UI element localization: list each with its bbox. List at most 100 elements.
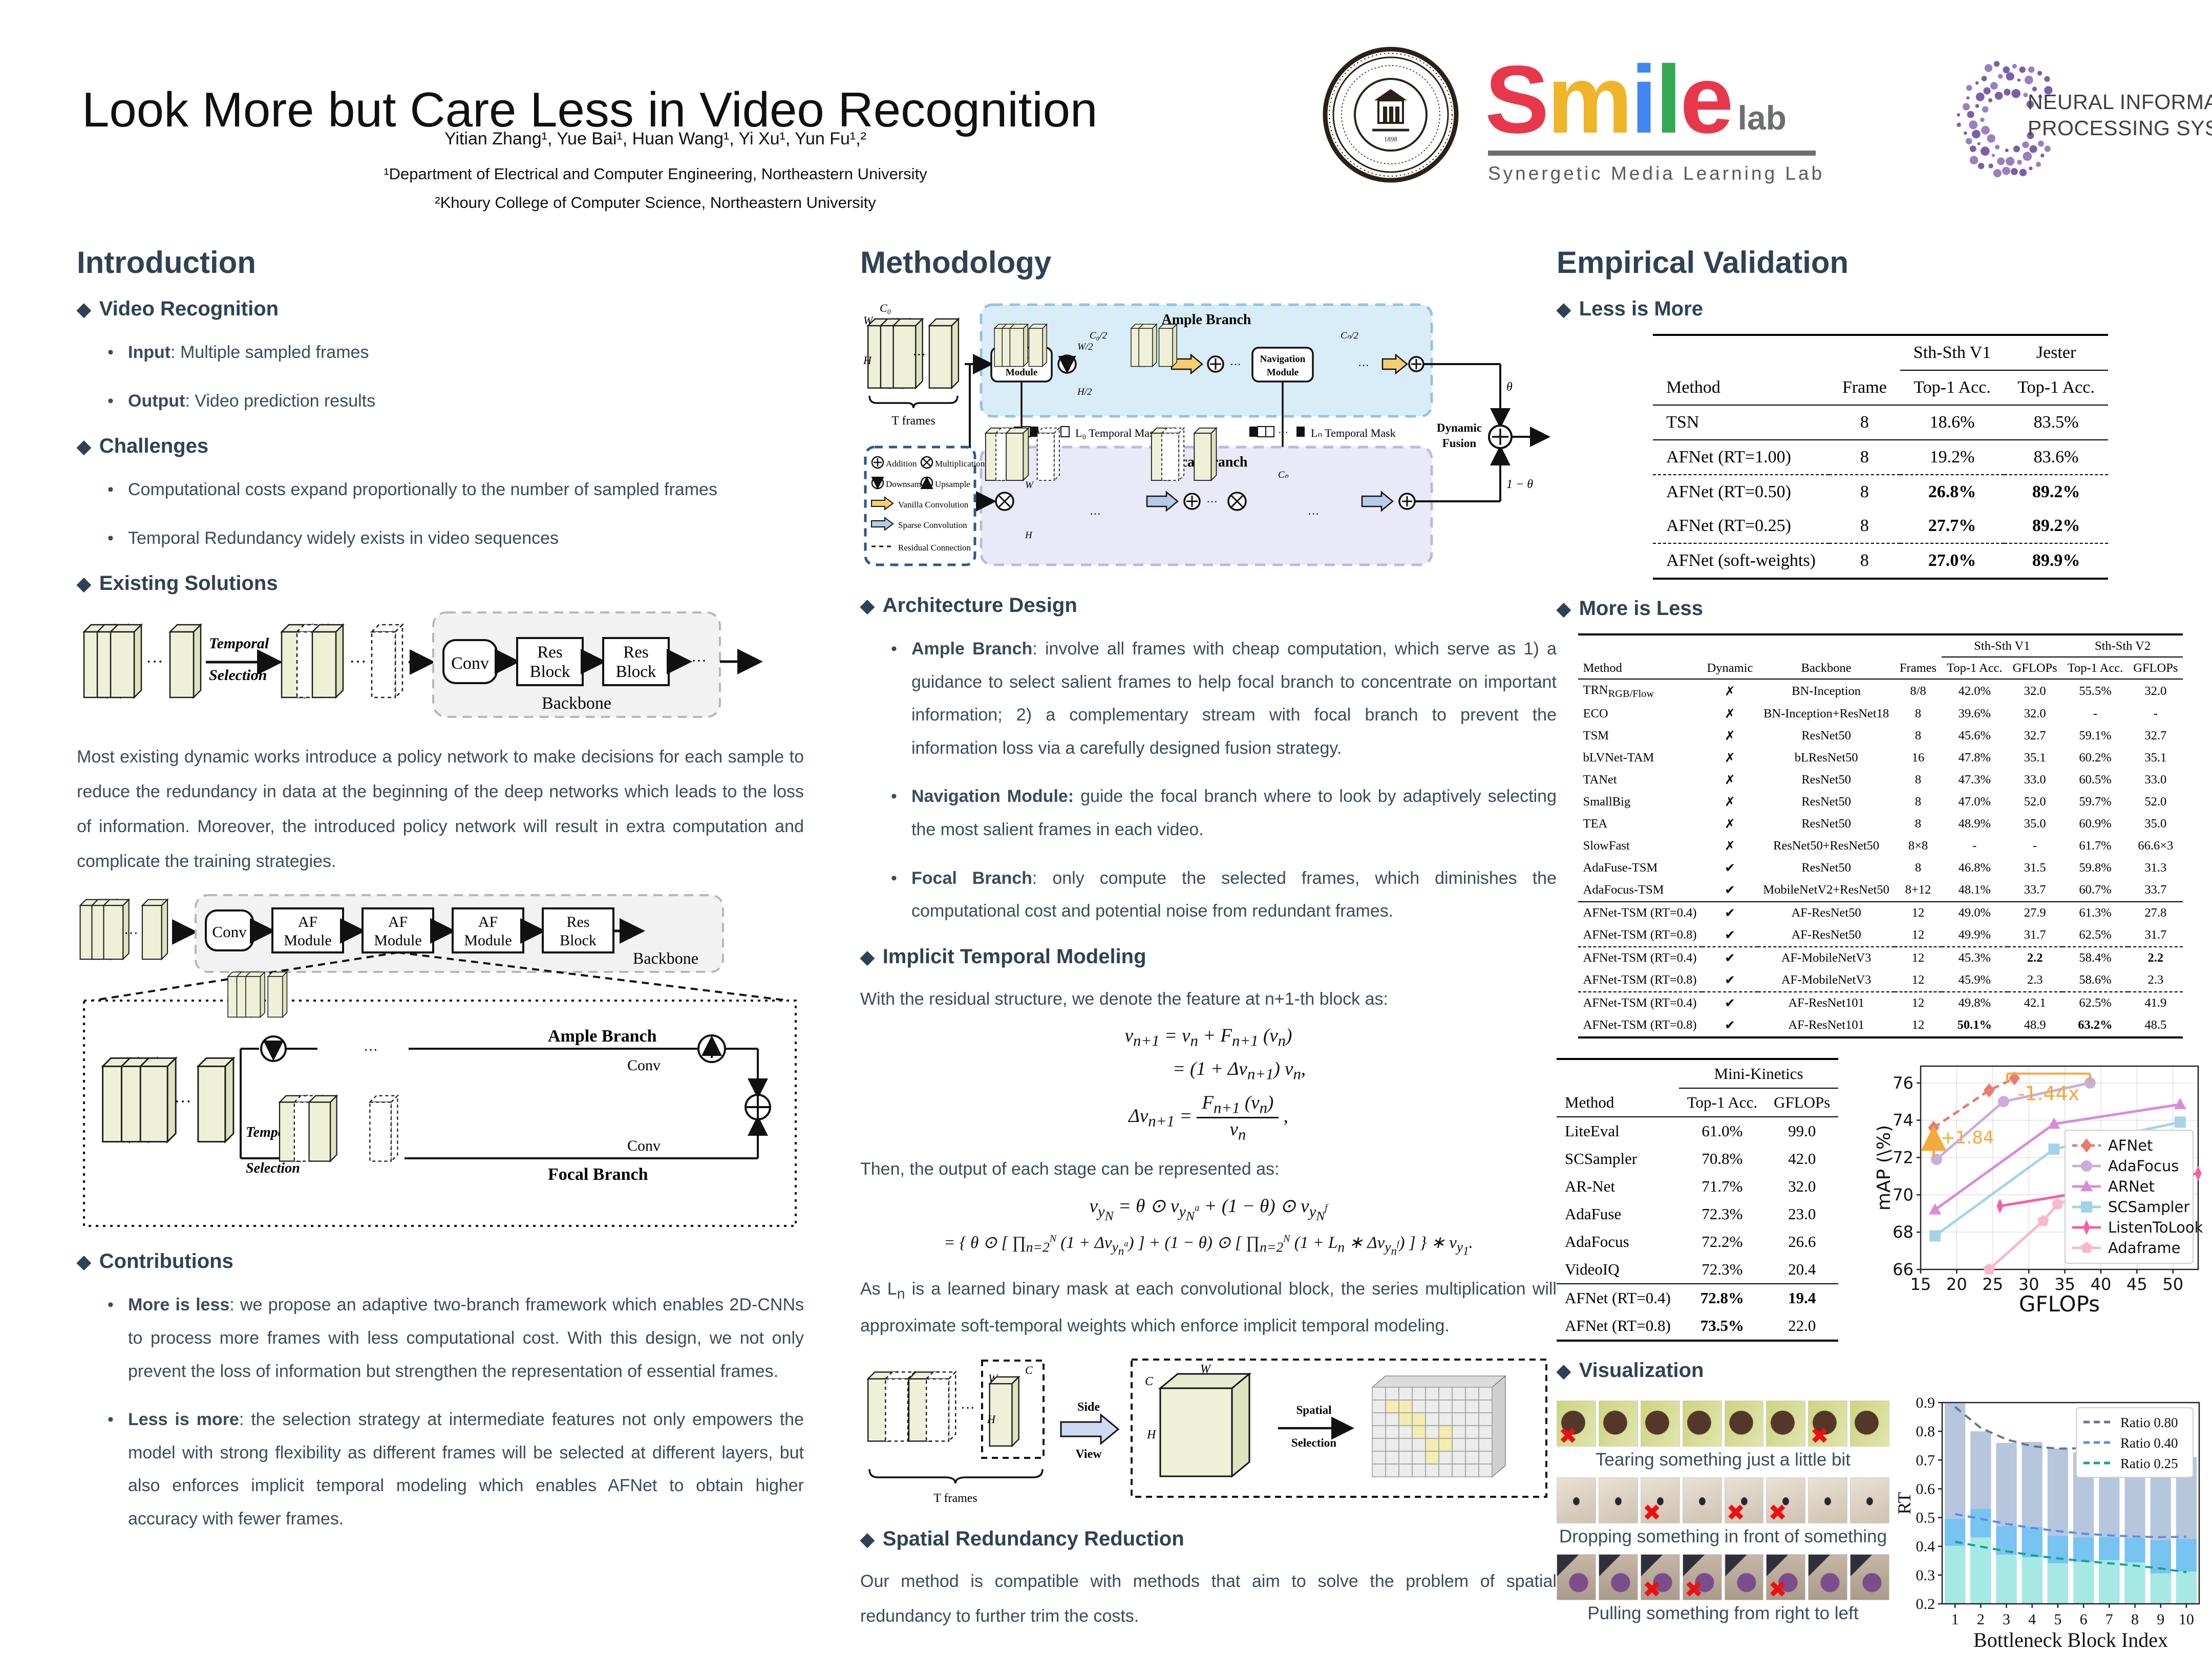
skipped-frame-x-icon: ✖ bbox=[1684, 1576, 1704, 1603]
subhead-spatial-redundancy: ◆ Spatial Redundancy Reduction bbox=[860, 1528, 1184, 1551]
map-gflops-chart: 15 20 25 30 35 40 45 50 66 68 70 72 74 76 GFLOPs mAP (\… bbox=[1877, 1065, 2203, 1317]
svg-text:Dynamic: Dynamic bbox=[1437, 421, 1482, 434]
svg-text:70: 70 bbox=[1892, 1185, 1913, 1204]
svg-text:0.3: 0.3 bbox=[1916, 1567, 1936, 1584]
svg-text:Cₙ/2: Cₙ/2 bbox=[1341, 330, 1359, 341]
dot-bullet-icon: • bbox=[891, 787, 897, 807]
svg-text:···: ··· bbox=[364, 1043, 378, 1058]
svg-text:AdaFocus: AdaFocus bbox=[2108, 1157, 2179, 1175]
equation-1a: vn+1 = vn + Fn+1 (vn) bbox=[1124, 1025, 1292, 1050]
frame-selection-examples: ✖ ✖ Tearing something just a little bit ✖ ✖ ✖… bbox=[1557, 1395, 1889, 1631]
table-row: TEA ✗ ResNet50 8 48.9% 35.0 60.9% 35.0 bbox=[1583, 817, 2167, 832]
svg-text:Ratio 0.80: Ratio 0.80 bbox=[2120, 1415, 2178, 1430]
svg-text:C₀: C₀ bbox=[880, 302, 891, 314]
video-frame bbox=[1808, 1554, 1848, 1600]
table-row: VideoIQ 72.3% 20.4 bbox=[1565, 1260, 1816, 1278]
svg-text:3: 3 bbox=[2003, 1611, 2010, 1628]
svg-text:Conv: Conv bbox=[451, 654, 489, 673]
video-frame bbox=[1557, 1477, 1596, 1523]
skipped-frame-x-icon: ✖ bbox=[1768, 1576, 1788, 1603]
svg-text:Module: Module bbox=[284, 932, 331, 949]
svg-text:66: 66 bbox=[1892, 1260, 1913, 1279]
svg-text:Selection: Selection bbox=[246, 1160, 300, 1176]
table-row: AdaFocus-TSM ✔ MobileNetV2+ResNet50 8+12 48.… bbox=[1583, 883, 2167, 898]
subhead-visualization: ◆ Visualization bbox=[1557, 1359, 1704, 1382]
empirical-validation-column: Empirical Validation ◆ Less is More Metho… bbox=[1557, 245, 2204, 1654]
svg-text:6: 6 bbox=[2080, 1611, 2088, 1628]
svg-text:···: ··· bbox=[124, 926, 138, 942]
video-frame-strip: ✖ ✖ bbox=[1557, 1400, 1889, 1449]
svg-text:5: 5 bbox=[2054, 1611, 2061, 1628]
smile-letter: S bbox=[1485, 46, 1549, 153]
table-row: AFNet-TSM (RT=0.8) ✔ AF-MobileNetV3 12 45.9%… bbox=[1583, 973, 2164, 988]
equation-3b: = { θ ⊙ [ ∏n=2N (1 + Δvyna) ] + (1 − θ) … bbox=[944, 1233, 1473, 1258]
smile-lab-suffix: lab bbox=[1737, 98, 1786, 137]
video-frame: ✖ bbox=[1724, 1477, 1764, 1526]
svg-text:Res: Res bbox=[567, 914, 590, 930]
svg-text:mAP (\%): mAP (\%) bbox=[1877, 1125, 1895, 1211]
skipped-frame-x-icon: ✖ bbox=[1559, 1423, 1578, 1449]
smile-divider bbox=[1488, 151, 1816, 156]
svg-text:W/2: W/2 bbox=[1077, 342, 1093, 352]
subhead-challenges: ◆ Challenges bbox=[77, 435, 209, 458]
svg-text:15: 15 bbox=[1910, 1275, 1931, 1294]
mini-kinetics-table: Method Mini-Kinetics Top-1 Acc. GFLOPs LiteE… bbox=[1557, 1058, 1839, 1342]
list-item: • Temporal Redundancy widely exists in vi… bbox=[108, 522, 804, 555]
svg-text:Module: Module bbox=[464, 932, 512, 949]
table-row: AdaFuse-TSM ✔ ResNet50 8 46.8% 31.5 59.8% 31.3 bbox=[1583, 861, 2167, 876]
svg-text:Conv: Conv bbox=[627, 1137, 661, 1154]
svg-text:H: H bbox=[987, 1413, 996, 1426]
video-frame bbox=[1850, 1400, 1889, 1447]
svg-text:72: 72 bbox=[1892, 1148, 1913, 1167]
frame-strip-caption: Dropping something in front of something bbox=[1559, 1526, 1887, 1546]
list-item: • Output: Video prediction results bbox=[108, 385, 804, 418]
video-frame bbox=[1766, 1400, 1806, 1447]
svg-text:Side: Side bbox=[1077, 1401, 1100, 1414]
section-heading-introduction: Introduction bbox=[77, 245, 256, 280]
table-row: AR-Net 71.7% 32.0 bbox=[1565, 1177, 1816, 1195]
diamond-bullet-icon: ◆ bbox=[860, 946, 875, 967]
svg-text:W: W bbox=[1025, 480, 1034, 491]
authors-line: Yitian Zhang¹, Yue Bai¹, Huan Wang¹, Yi … bbox=[444, 129, 866, 149]
methodology-column: Methodology C₀ W ··· H T frames Ample Br… bbox=[860, 245, 1557, 1647]
video-frame bbox=[1850, 1554, 1889, 1600]
table-row: AFNet-TSM (RT=0.8) ✔ AF-ResNet101 12 50.1% 48… bbox=[1583, 1018, 2167, 1033]
svg-text:Backbone: Backbone bbox=[542, 694, 611, 713]
svg-text:76: 76 bbox=[1892, 1073, 1913, 1093]
svg-text:H: H bbox=[1025, 530, 1033, 541]
svg-text:Lₙ Temporal Mask: Lₙ Temporal Mask bbox=[1311, 427, 1396, 439]
video-frame: ✖ bbox=[1640, 1477, 1680, 1526]
svg-text:Selection: Selection bbox=[209, 667, 267, 684]
smile-letter: i bbox=[1630, 46, 1657, 153]
spatial-selection-diagram: ··· C W H T frames Side View C W H Spati… bbox=[867, 1359, 1547, 1505]
table-row: AFNet-TSM (RT=0.8) ✔ AF-ResNet50 12 49.9% 31.… bbox=[1583, 928, 2167, 943]
subhead-implicit-temporal-modeling: ◆ Implicit Temporal Modeling bbox=[860, 945, 1146, 968]
video-frame bbox=[1557, 1554, 1596, 1600]
svg-text:0.7: 0.7 bbox=[1916, 1452, 1936, 1469]
table-row: AFNet (RT=0.50) 8 26.8% 89.2% bbox=[1653, 475, 2108, 509]
svg-text:Fusion: Fusion bbox=[1442, 437, 1477, 450]
dot-bullet-icon: • bbox=[108, 1410, 114, 1430]
svg-text:Backbone: Backbone bbox=[633, 949, 698, 967]
table-row: AFNet-TSM (RT=0.4) ✔ AF-ResNet101 12 49.8% 42… bbox=[1578, 991, 2183, 1014]
video-frame: ✖ bbox=[1766, 1554, 1806, 1603]
section-heading-methodology: Methodology bbox=[860, 245, 1052, 280]
dot-bullet-icon: • bbox=[108, 528, 114, 548]
subhead-less-is-more: ◆ Less is More bbox=[1557, 298, 1704, 320]
svg-text:Res: Res bbox=[537, 643, 563, 662]
svg-text:C: C bbox=[1145, 1375, 1154, 1388]
svg-text:ListenToLook: ListenToLook bbox=[2108, 1219, 2203, 1236]
video-frame: ✖ bbox=[1557, 1400, 1596, 1449]
svg-text:Module: Module bbox=[1006, 367, 1037, 378]
svg-text:C: C bbox=[1025, 1364, 1033, 1376]
skipped-frame-x-icon: ✖ bbox=[1726, 1499, 1746, 1526]
svg-text:Addition: Addition bbox=[886, 459, 917, 469]
svg-text:Cₙ: Cₙ bbox=[1278, 470, 1289, 480]
diamond-bullet-icon: ◆ bbox=[860, 1529, 875, 1550]
smile-lab-logo: Smile lab Synergetic Media Learning Lab bbox=[1485, 51, 1854, 184]
table-row: bLVNet-TAM ✗ bLResNet50 16 47.8% 35.1 60.2% 35.… bbox=[1583, 751, 2167, 766]
svg-text:Conv: Conv bbox=[212, 923, 247, 941]
svg-text:45: 45 bbox=[2126, 1275, 2147, 1294]
svg-text:Block: Block bbox=[530, 663, 570, 681]
diamond-bullet-icon: ◆ bbox=[77, 573, 91, 595]
